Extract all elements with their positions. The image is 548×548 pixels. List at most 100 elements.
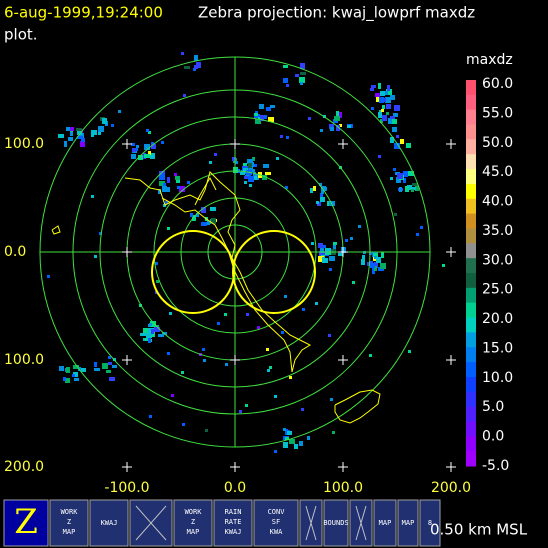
echo-cell — [59, 366, 64, 371]
echo-cell — [332, 431, 335, 434]
echo-cell — [140, 333, 146, 336]
button-label: KWAJ — [225, 528, 242, 536]
y-axis-label: 200.0 — [4, 459, 44, 475]
echo-cell — [146, 129, 149, 132]
echo-cell — [372, 268, 375, 274]
toolbar-button[interactable] — [349, 499, 373, 547]
echo-cell — [214, 153, 217, 156]
echo-cell — [369, 354, 372, 357]
echo-cell — [159, 181, 165, 186]
colorbar: 60.0 55.0 50.0 45.0 40.0 35.0 30.0 25.0 20.0 15.0… — [466, 76, 513, 474]
toolbar-button[interactable] — [129, 499, 173, 547]
button-face — [397, 499, 419, 547]
echo-cell — [280, 135, 283, 138]
echo-cell — [245, 404, 248, 407]
echo-cell — [91, 130, 97, 135]
echo-cell — [155, 262, 158, 265]
echo-cell — [232, 157, 236, 161]
echo-cell — [118, 110, 121, 113]
echo-cell — [390, 177, 393, 180]
echo-cell — [209, 161, 212, 164]
toolbar-button[interactable]: Z — [3, 499, 49, 547]
axis-labels: 100.0 0.0 100.0 200.0 -100.0 0.0 100.0 200.0 — [4, 136, 471, 496]
colorbar-segment — [466, 347, 476, 363]
echo-cell — [249, 184, 252, 187]
button-label: Z — [191, 518, 195, 526]
button-label: 8 — [428, 519, 432, 527]
toolbar-button[interactable]: KWAJ — [89, 499, 129, 547]
echo-cell — [259, 104, 264, 109]
colorbar-segment — [466, 94, 476, 111]
echo-cell — [374, 266, 377, 271]
echo-cell — [98, 131, 101, 135]
echo-cell — [393, 168, 396, 171]
colorbar-segment — [466, 273, 476, 289]
colorbar-segment — [466, 154, 476, 170]
echo-cell — [184, 66, 190, 69]
echo-cell — [394, 213, 397, 216]
echo-cell — [373, 253, 378, 257]
echo-cell — [274, 450, 277, 453]
echo-cell — [403, 171, 408, 177]
echo-cell — [165, 201, 168, 204]
echo-cell — [207, 221, 210, 225]
echo-cell — [70, 127, 74, 131]
echo-cell — [266, 107, 271, 111]
toolbar-button[interactable]: CONV SF KWA — [253, 499, 299, 547]
echo-cell — [262, 175, 267, 180]
echo-cell — [337, 112, 342, 118]
colorbar-segment — [466, 391, 476, 408]
echo-cell — [319, 183, 322, 186]
echo-cell — [315, 302, 318, 305]
echo-cell — [307, 436, 310, 440]
toolbar-button[interactable]: WORK Z MAP — [49, 499, 89, 547]
toolbar-button[interactable]: MAP — [373, 499, 397, 547]
echo-cell — [310, 188, 313, 193]
echo-cell — [289, 439, 295, 444]
toolbar-button[interactable]: 8 — [419, 499, 441, 547]
echo-cell — [243, 163, 247, 166]
button-face — [49, 499, 89, 547]
echo-cell — [302, 308, 305, 311]
echo-cell — [378, 112, 382, 118]
echo-cell — [378, 268, 384, 271]
colorbar-segment — [466, 406, 476, 422]
echo-cell — [321, 188, 324, 194]
echo-cell — [240, 172, 245, 175]
echo-cell — [256, 174, 259, 180]
echo-cell — [177, 186, 180, 189]
echo-cell — [255, 119, 261, 124]
button-label: RAIN — [225, 508, 242, 516]
toolbar-button[interactable]: BOUNDS — [323, 499, 349, 547]
echo-cell — [284, 295, 287, 298]
echo-cell — [319, 251, 325, 257]
echo-cell — [397, 173, 403, 179]
echo-cell — [244, 181, 247, 184]
button-label: Z — [67, 518, 71, 526]
echo-cell — [175, 176, 180, 180]
echo-cell — [194, 65, 198, 69]
echo-cell — [338, 253, 343, 256]
grid-cross — [122, 462, 132, 472]
echo-cell — [286, 136, 289, 139]
echo-cell — [301, 408, 304, 411]
toolbar: Z WORK Z MAP KWAJ WORK Z MAP RAIN RATE KWAJ CONV SF K… — [3, 499, 441, 547]
button-face — [419, 499, 441, 547]
toolbar-button[interactable]: MAP — [397, 499, 419, 547]
echo-cell — [254, 164, 257, 167]
echo-cell — [205, 429, 208, 432]
echo-cell — [408, 350, 411, 353]
grid-cross — [338, 139, 348, 149]
echo-cell — [108, 356, 111, 359]
toolbar-button[interactable]: RAIN RATE KWAJ — [213, 499, 253, 547]
echo-cell — [163, 204, 166, 207]
toolbar-button[interactable] — [299, 499, 323, 547]
toolbar-button[interactable]: WORK Z MAP — [173, 499, 213, 547]
echo-cell — [386, 112, 389, 115]
echo-cell — [308, 117, 311, 120]
echo-cell — [318, 243, 323, 248]
colorbar-segment — [466, 258, 476, 274]
echo-cell — [253, 172, 256, 176]
echo-cell — [47, 275, 50, 278]
